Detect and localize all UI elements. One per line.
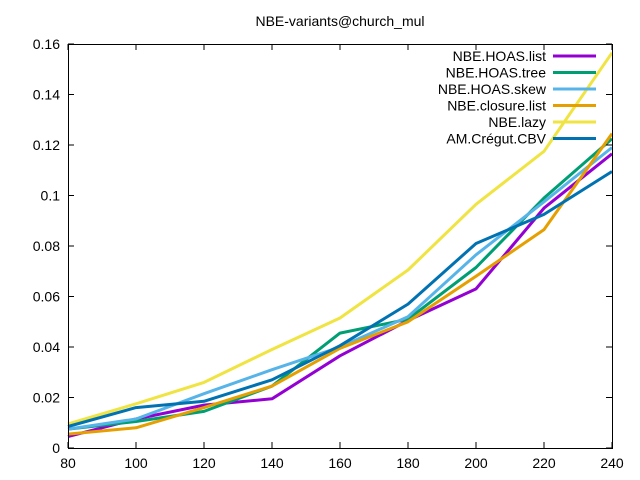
- y-tick-label: 0.02: [33, 390, 60, 406]
- legend-label: NBE.HOAS.skew: [438, 81, 547, 97]
- series-line-1: [67, 137, 613, 431]
- x-tick-label: 120: [192, 455, 216, 471]
- series-line-0: [67, 152, 613, 439]
- y-tick-label: 0.08: [33, 238, 60, 254]
- legend-label: NBE.lazy: [488, 114, 546, 130]
- y-tick-label: 0: [52, 440, 60, 456]
- y-tick-label: 0.16: [33, 36, 60, 52]
- chart-title: NBE-variants@church_mul: [255, 13, 424, 29]
- y-tick-label: 0.12: [33, 137, 60, 153]
- series-line-3: [67, 132, 614, 436]
- legend-label: NBE.HOAS.tree: [446, 65, 547, 81]
- legend-label: NBE.HOAS.list: [453, 48, 546, 64]
- x-tick-label: 160: [328, 455, 352, 471]
- y-tick-label: 0.06: [33, 289, 60, 305]
- x-tick-label: 200: [464, 455, 488, 471]
- series-line-4: [67, 51, 614, 426]
- series-line-2: [67, 146, 613, 431]
- y-tick-label: 0.1: [41, 188, 61, 204]
- x-tick-label: 220: [532, 455, 556, 471]
- legend: NBE.HOAS.listNBE.HOAS.treeNBE.HOAS.skewN…: [438, 48, 596, 147]
- x-tick-label: 240: [600, 455, 624, 471]
- series-layer: [67, 51, 614, 439]
- y-tick-label: 0.04: [33, 339, 60, 355]
- x-axis: 80 100 120 140 160 180 200 220 240: [60, 44, 624, 471]
- x-tick-label: 100: [124, 455, 148, 471]
- x-tick-label: 80: [60, 455, 76, 471]
- legend-label: NBE.closure.list: [447, 98, 546, 114]
- legend-label: AM.Crégut.CBV: [446, 131, 546, 147]
- y-tick-label: 0.14: [33, 87, 60, 103]
- y-axis: 0 0.02 0.04 0.06 0.08 0.1 0.12 0.14 0.16: [33, 36, 612, 456]
- series-line-5: [67, 170, 613, 428]
- x-tick-label: 180: [396, 455, 420, 471]
- x-tick-label: 140: [260, 455, 284, 471]
